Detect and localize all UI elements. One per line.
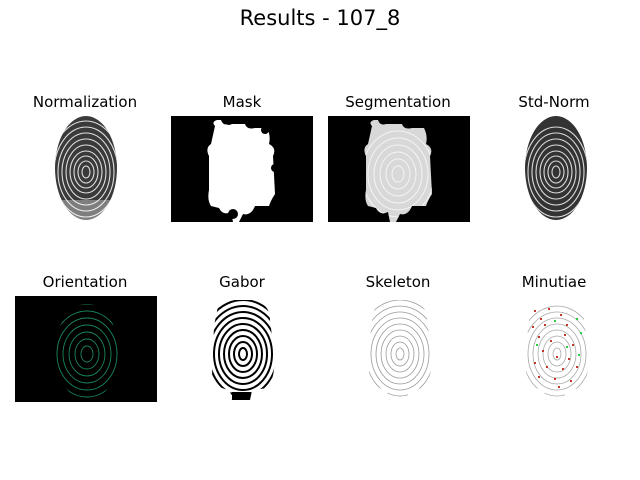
minutiae-image xyxy=(520,296,594,402)
gabor-image xyxy=(206,296,280,402)
label-mask: Mask xyxy=(222,93,262,111)
label-minutiae: Minutiae xyxy=(521,273,587,291)
normalization-image xyxy=(53,114,119,222)
segmentation-image xyxy=(328,116,470,222)
label-orientation: Orientation xyxy=(42,273,128,291)
label-std-norm: Std-Norm xyxy=(518,93,590,111)
label-segmentation: Segmentation xyxy=(345,93,451,111)
label-skeleton: Skeleton xyxy=(365,273,431,291)
minutia-bifurcations xyxy=(536,318,582,356)
skeleton-image xyxy=(363,296,437,402)
minutia-terminations xyxy=(532,308,578,388)
std-norm-image xyxy=(523,114,589,222)
figure-title: Results - 107_8 xyxy=(239,6,401,30)
mask-image xyxy=(171,116,313,222)
orientation-image xyxy=(15,296,157,402)
label-normalization: Normalization xyxy=(32,93,138,111)
label-gabor: Gabor xyxy=(219,273,265,291)
